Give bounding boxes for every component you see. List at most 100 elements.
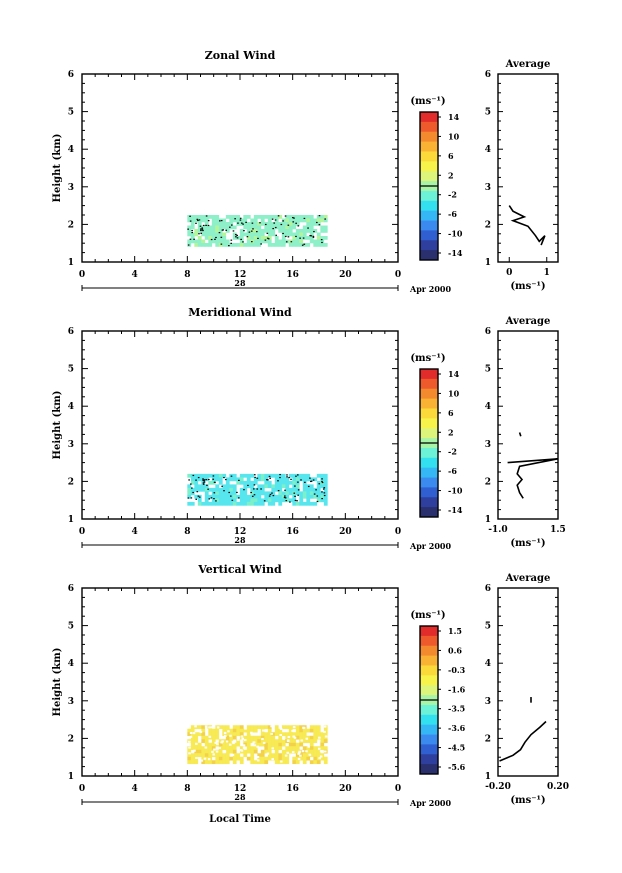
heatmap-data	[187, 215, 328, 247]
heatmap-cell	[267, 728, 272, 733]
heatmap-cell	[225, 742, 230, 747]
heatmap-cell	[218, 756, 223, 761]
heatmap-cell	[302, 243, 307, 247]
heatmap-cell	[313, 728, 318, 733]
heatmap-cell	[257, 229, 262, 233]
heatmap-cell	[302, 487, 307, 492]
heatmap-cell	[267, 225, 272, 230]
heatmap-cell	[257, 232, 262, 237]
heatmap-cell	[215, 487, 220, 492]
contour-mark	[202, 229, 204, 232]
heatmap-cell	[306, 222, 311, 226]
heatmap-cell	[292, 756, 297, 761]
contour-gap	[300, 739, 304, 742]
heatmap-cell	[225, 229, 230, 233]
heatmap-cell	[267, 753, 272, 758]
contour-mark	[245, 221, 247, 223]
contour-mark	[321, 480, 323, 483]
contour-gap	[216, 743, 219, 746]
heatmap-cell	[215, 232, 220, 237]
heatmap-cell	[257, 725, 262, 730]
heatmap-cell	[271, 487, 276, 492]
heatmap-cell	[246, 236, 251, 240]
heatmap-cell	[323, 501, 328, 506]
contour-mark	[253, 474, 256, 476]
heatmap-cell	[232, 742, 237, 747]
contour-mark	[316, 495, 319, 497]
heatmap-cell	[190, 760, 195, 765]
heatmap-cell	[281, 480, 286, 485]
contour-mark	[243, 489, 245, 491]
heatmap-cell	[316, 215, 321, 219]
heatmap-cell	[211, 487, 216, 492]
heatmap-cell	[281, 498, 286, 503]
heatmap-cell	[194, 239, 199, 244]
heatmap-cell	[320, 753, 325, 758]
contour-mark	[230, 475, 233, 477]
contour-mark	[290, 241, 293, 243]
heatmap-cell	[281, 760, 286, 765]
heatmap-cell	[215, 735, 220, 740]
heatmap-cell	[257, 222, 262, 226]
heatmap-cell	[306, 215, 311, 219]
heatmap-cell	[271, 243, 276, 247]
heatmap-cell	[225, 494, 230, 499]
heatmap-cell	[285, 229, 290, 233]
contour-mark	[295, 235, 297, 238]
heatmap-cell	[281, 243, 286, 247]
heatmap-cell	[232, 232, 237, 237]
heatmap-cell	[306, 494, 311, 499]
contour-mark	[235, 236, 237, 238]
heatmap-cell	[260, 232, 265, 237]
heatmap-cell	[295, 218, 300, 223]
heatmap-cell	[246, 735, 251, 740]
heatmap-cell	[309, 501, 314, 506]
heatmap-cell	[222, 225, 227, 230]
y-tick-label: 1	[68, 772, 74, 782]
heatmap-cell	[204, 215, 209, 219]
contour-gap	[244, 727, 247, 730]
heatmap-cell	[302, 739, 307, 744]
contour-gap	[194, 725, 197, 728]
heatmap-cell	[302, 756, 307, 761]
heatmap-cell	[239, 749, 244, 754]
heatmap-cell	[229, 218, 234, 223]
heatmap-cell	[316, 239, 321, 244]
contour-mark	[203, 480, 205, 482]
heatmap-cell	[201, 473, 206, 478]
heatmap-cell	[246, 749, 251, 754]
heatmap-cell	[218, 487, 223, 492]
heatmap-cell	[239, 480, 244, 485]
contour-mark	[304, 481, 306, 483]
heatmap-cell	[194, 218, 199, 223]
heatmap-cell	[243, 728, 248, 733]
heatmap-cell	[229, 746, 234, 751]
heatmap-cell	[295, 222, 300, 226]
heatmap-cell	[236, 739, 241, 744]
contour-gap	[240, 735, 244, 738]
heatmap-cell	[208, 742, 213, 747]
heatmap-cell	[215, 760, 220, 765]
heatmap-cell	[295, 487, 300, 492]
contour-mark	[289, 501, 291, 503]
heatmap-cell	[257, 753, 262, 758]
heatmap-cell	[274, 732, 279, 737]
x-tick-label: 0	[395, 527, 401, 537]
heatmap-cell	[253, 477, 258, 482]
y-tick-label: 5	[485, 108, 491, 118]
heatmap-cell	[285, 215, 290, 219]
heatmap-cell	[187, 491, 192, 496]
heatmap-cell	[218, 222, 223, 226]
heatmap-cell	[320, 229, 325, 233]
heatmap-cell	[278, 739, 283, 744]
contour-mark	[236, 234, 238, 236]
heatmap-cell	[250, 749, 255, 754]
contour-mark	[321, 491, 323, 493]
heatmap-cell	[197, 225, 202, 230]
contour-mark	[230, 495, 232, 497]
heatmap-cell	[278, 243, 283, 247]
contour-mark	[292, 221, 295, 223]
heatmap-cell	[316, 218, 321, 223]
date-day: 28	[234, 535, 246, 545]
date-month: Apr 2000	[409, 284, 452, 294]
